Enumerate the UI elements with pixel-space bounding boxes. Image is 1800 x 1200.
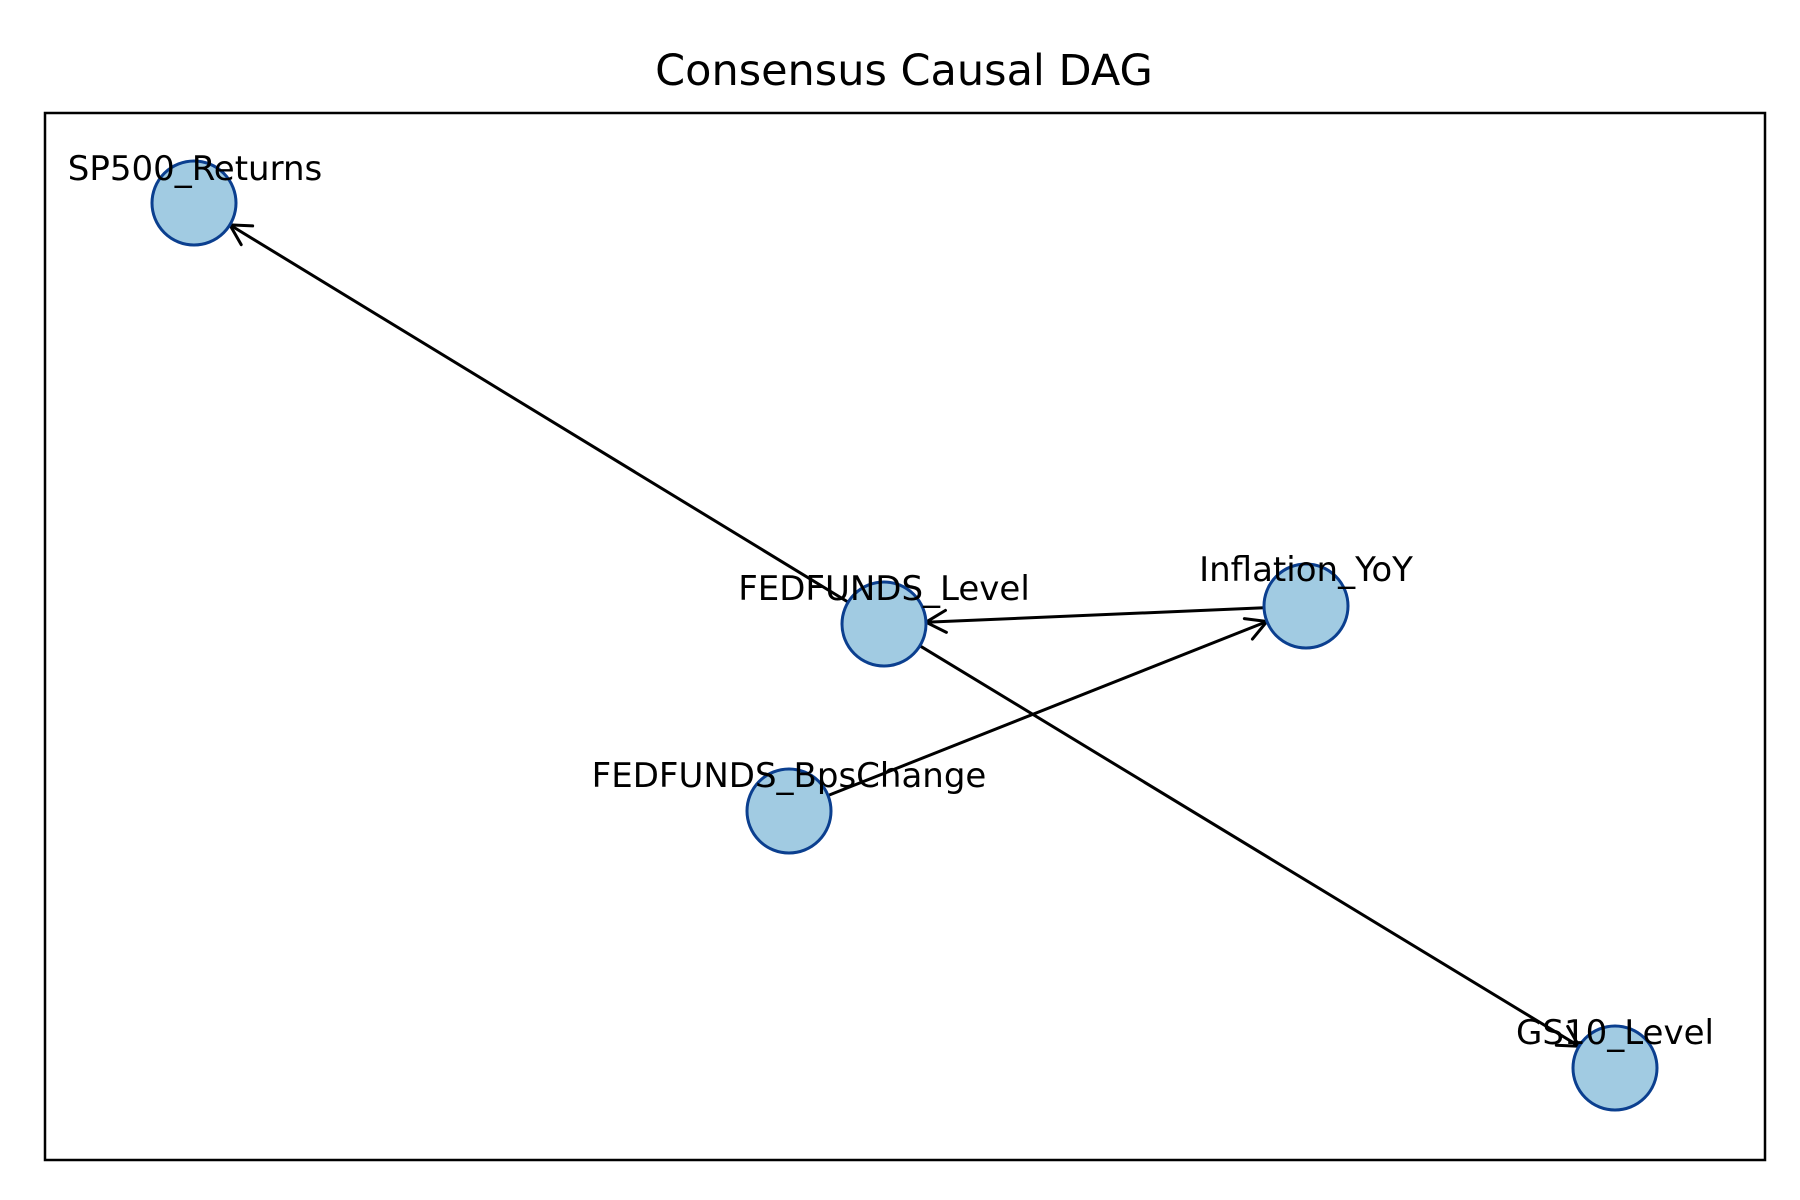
diagram-title: Consensus Causal DAG: [655, 46, 1153, 96]
node-fedfunds-level[interactable]: [840, 580, 928, 668]
edge-inflation-yoy-to-fedfunds-level: [924, 606, 1265, 634]
nodes-layer: [150, 159, 1659, 1112]
node-label-fedfunds-bpschange: FEDFUNDS_BpsChange: [592, 756, 987, 796]
node-label-gs10-level: GS10_Level: [1516, 1013, 1714, 1053]
edge-line: [229, 223, 849, 604]
arrowhead-icon: [228, 223, 255, 247]
node-inflation-yoy[interactable]: [1262, 562, 1350, 650]
node-fedfunds-bpschange[interactable]: [745, 767, 833, 855]
edge-line: [919, 644, 1580, 1048]
node-sp500-returns[interactable]: [150, 159, 238, 247]
labels-layer: SP500_Returns FEDFUNDS_Level Inflation_YoY…: [68, 149, 1714, 1053]
plot-frame: [43, 111, 1767, 1162]
node-gs10-level[interactable]: [1571, 1024, 1659, 1112]
edge-fedfunds-level-to-gs10-level: [919, 644, 1581, 1048]
node-label-fedfunds-level: FEDFUNDS_Level: [738, 569, 1030, 609]
edges-layer: [228, 223, 1581, 1048]
node-label-sp500-returns: SP500_Returns: [68, 149, 323, 189]
edge-line: [925, 606, 1265, 624]
node-label-inflation-yoy: Inflation_YoY: [1199, 550, 1413, 590]
edge-fedfunds-level-to-sp500-returns: [228, 223, 849, 604]
edge-line: [827, 620, 1268, 797]
